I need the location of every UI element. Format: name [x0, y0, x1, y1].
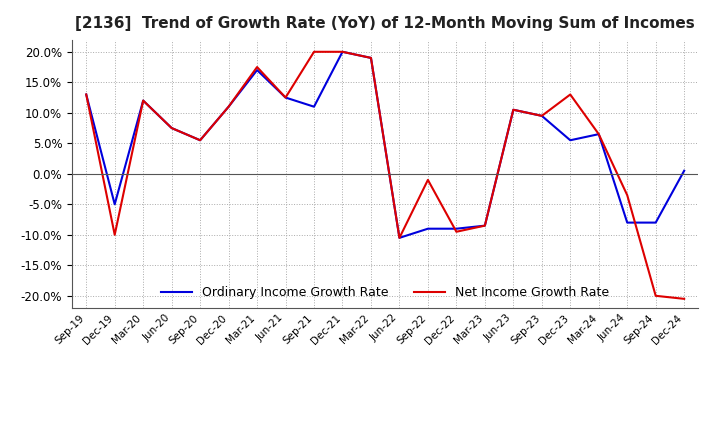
- Net Income Growth Rate: [566, 92, 575, 97]
- Net Income Growth Rate: [595, 132, 603, 137]
- Net Income Growth Rate: [623, 193, 631, 198]
- Net Income Growth Rate: [338, 49, 347, 55]
- Net Income Growth Rate: [310, 49, 318, 55]
- Net Income Growth Rate: [652, 293, 660, 298]
- Ordinary Income Growth Rate: [623, 220, 631, 225]
- Ordinary Income Growth Rate: [253, 67, 261, 73]
- Net Income Growth Rate: [395, 235, 404, 241]
- Legend: Ordinary Income Growth Rate, Net Income Growth Rate: Ordinary Income Growth Rate, Net Income …: [156, 282, 614, 304]
- Title: [2136]  Trend of Growth Rate (YoY) of 12-Month Moving Sum of Incomes: [2136] Trend of Growth Rate (YoY) of 12-…: [76, 16, 695, 32]
- Net Income Growth Rate: [82, 92, 91, 97]
- Net Income Growth Rate: [509, 107, 518, 112]
- Ordinary Income Growth Rate: [225, 104, 233, 109]
- Net Income Growth Rate: [537, 113, 546, 118]
- Ordinary Income Growth Rate: [595, 132, 603, 137]
- Ordinary Income Growth Rate: [566, 138, 575, 143]
- Ordinary Income Growth Rate: [480, 223, 489, 228]
- Line: Ordinary Income Growth Rate: Ordinary Income Growth Rate: [86, 52, 684, 238]
- Ordinary Income Growth Rate: [509, 107, 518, 112]
- Net Income Growth Rate: [196, 138, 204, 143]
- Ordinary Income Growth Rate: [82, 92, 91, 97]
- Ordinary Income Growth Rate: [395, 235, 404, 241]
- Ordinary Income Growth Rate: [366, 55, 375, 61]
- Line: Net Income Growth Rate: Net Income Growth Rate: [86, 52, 684, 299]
- Ordinary Income Growth Rate: [310, 104, 318, 109]
- Ordinary Income Growth Rate: [338, 49, 347, 55]
- Net Income Growth Rate: [282, 95, 290, 100]
- Ordinary Income Growth Rate: [139, 98, 148, 103]
- Ordinary Income Growth Rate: [167, 125, 176, 131]
- Ordinary Income Growth Rate: [680, 168, 688, 173]
- Ordinary Income Growth Rate: [423, 226, 432, 231]
- Ordinary Income Growth Rate: [282, 95, 290, 100]
- Ordinary Income Growth Rate: [652, 220, 660, 225]
- Net Income Growth Rate: [480, 223, 489, 228]
- Ordinary Income Growth Rate: [452, 226, 461, 231]
- Net Income Growth Rate: [680, 296, 688, 301]
- Net Income Growth Rate: [253, 64, 261, 70]
- Ordinary Income Growth Rate: [110, 202, 119, 207]
- Net Income Growth Rate: [452, 229, 461, 235]
- Net Income Growth Rate: [110, 232, 119, 238]
- Net Income Growth Rate: [225, 104, 233, 109]
- Net Income Growth Rate: [139, 98, 148, 103]
- Ordinary Income Growth Rate: [196, 138, 204, 143]
- Net Income Growth Rate: [423, 177, 432, 183]
- Net Income Growth Rate: [366, 55, 375, 61]
- Net Income Growth Rate: [167, 125, 176, 131]
- Ordinary Income Growth Rate: [537, 113, 546, 118]
